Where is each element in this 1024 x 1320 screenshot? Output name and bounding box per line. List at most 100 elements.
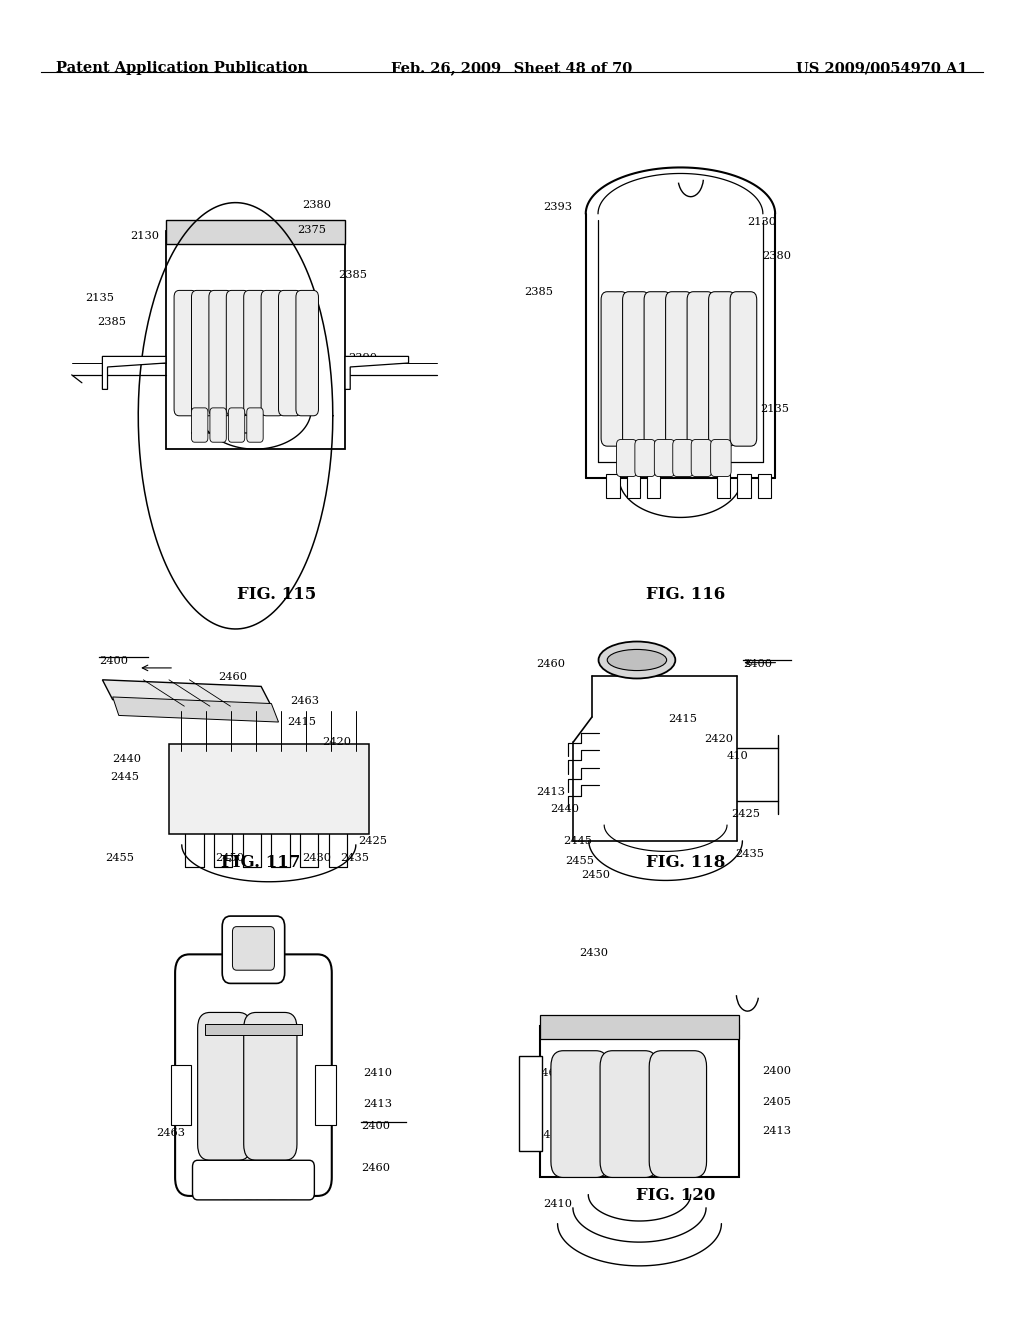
Bar: [717, 474, 730, 498]
FancyBboxPatch shape: [232, 927, 274, 970]
FancyBboxPatch shape: [191, 290, 214, 416]
Text: 2455: 2455: [105, 853, 134, 863]
FancyBboxPatch shape: [175, 954, 332, 1196]
FancyBboxPatch shape: [209, 290, 231, 416]
FancyBboxPatch shape: [222, 916, 285, 983]
Text: FIG. 120: FIG. 120: [636, 1187, 716, 1204]
Text: 2463: 2463: [537, 1130, 565, 1140]
Text: FIG. 116: FIG. 116: [646, 586, 726, 603]
FancyBboxPatch shape: [623, 292, 649, 446]
Text: 2420: 2420: [323, 737, 351, 747]
Text: Patent Application Publication: Patent Application Publication: [56, 61, 308, 75]
Text: 2445: 2445: [563, 836, 592, 846]
Text: 2385: 2385: [524, 286, 553, 297]
Text: 2425: 2425: [731, 809, 760, 820]
Polygon shape: [113, 697, 279, 722]
Polygon shape: [102, 680, 271, 706]
Text: 2413: 2413: [537, 787, 565, 797]
FancyBboxPatch shape: [247, 408, 263, 442]
Text: 2420: 2420: [705, 734, 733, 744]
Text: 2460: 2460: [535, 1068, 563, 1078]
Bar: [166, 220, 345, 244]
Text: 2450: 2450: [215, 853, 244, 863]
Text: 2413: 2413: [364, 1098, 392, 1109]
Text: 2460: 2460: [361, 1163, 390, 1173]
Bar: [315, 1065, 336, 1125]
Bar: [606, 474, 620, 498]
Text: 2410: 2410: [543, 1199, 571, 1209]
Bar: [540, 1015, 739, 1039]
FancyBboxPatch shape: [711, 440, 731, 477]
Text: 2385: 2385: [338, 269, 367, 280]
Text: 2385: 2385: [97, 317, 126, 327]
Text: 2400: 2400: [99, 656, 128, 667]
FancyBboxPatch shape: [691, 440, 712, 477]
Text: 2463: 2463: [290, 696, 318, 706]
Bar: [647, 474, 660, 498]
Text: 2130: 2130: [130, 231, 159, 242]
Bar: [169, 744, 369, 834]
FancyBboxPatch shape: [226, 290, 249, 416]
Text: FIG. 117: FIG. 117: [221, 854, 301, 871]
Text: 2435: 2435: [735, 849, 764, 859]
Bar: [171, 1065, 191, 1125]
Text: 2380: 2380: [302, 199, 331, 210]
Text: 2130: 2130: [748, 216, 776, 227]
Text: 2415: 2415: [287, 717, 315, 727]
FancyBboxPatch shape: [644, 292, 671, 446]
FancyBboxPatch shape: [601, 292, 628, 446]
Text: 2400: 2400: [762, 1065, 791, 1076]
Text: 2425: 2425: [358, 836, 387, 846]
Bar: [627, 474, 640, 498]
FancyBboxPatch shape: [198, 1012, 251, 1160]
Text: Feb. 26, 2009  Sheet 48 of 70: Feb. 26, 2009 Sheet 48 of 70: [391, 61, 633, 75]
Text: 2393: 2393: [543, 202, 571, 213]
Text: 2135: 2135: [760, 404, 788, 414]
Text: 2410: 2410: [364, 1068, 392, 1078]
FancyBboxPatch shape: [635, 440, 655, 477]
FancyBboxPatch shape: [279, 290, 301, 416]
Text: 2400: 2400: [743, 659, 772, 669]
Text: 2435: 2435: [340, 853, 369, 863]
FancyBboxPatch shape: [649, 1051, 707, 1177]
Text: 2390: 2390: [348, 352, 377, 363]
FancyBboxPatch shape: [244, 290, 266, 416]
FancyBboxPatch shape: [730, 292, 757, 446]
FancyBboxPatch shape: [296, 290, 318, 416]
Text: 2415: 2415: [669, 714, 697, 725]
Text: FIG. 119: FIG. 119: [221, 1187, 301, 1204]
FancyBboxPatch shape: [228, 408, 245, 442]
FancyBboxPatch shape: [616, 440, 637, 477]
Bar: [166, 231, 345, 449]
Text: 410: 410: [727, 751, 749, 762]
FancyBboxPatch shape: [261, 290, 284, 416]
FancyBboxPatch shape: [193, 1160, 314, 1200]
Ellipse shape: [598, 642, 676, 678]
Text: FIG. 118: FIG. 118: [646, 854, 726, 871]
Text: 2455: 2455: [565, 855, 594, 866]
Bar: [758, 474, 771, 498]
Text: 116: 116: [197, 404, 218, 414]
Text: 2400: 2400: [361, 1121, 390, 1131]
Text: 2375: 2375: [297, 224, 326, 235]
Text: 2460: 2460: [537, 659, 565, 669]
Bar: [519, 1056, 542, 1151]
FancyBboxPatch shape: [709, 292, 735, 446]
FancyBboxPatch shape: [191, 408, 208, 442]
Text: 2413: 2413: [762, 1126, 791, 1137]
Bar: [737, 474, 751, 498]
Text: 2445: 2445: [111, 772, 139, 783]
Text: 2463: 2463: [157, 1127, 185, 1138]
Text: 2460: 2460: [218, 672, 247, 682]
FancyBboxPatch shape: [687, 292, 714, 446]
Ellipse shape: [607, 649, 667, 671]
Text: 2430: 2430: [302, 853, 331, 863]
Text: US 2009/0054970 A1: US 2009/0054970 A1: [796, 61, 968, 75]
Text: 2440: 2440: [113, 754, 141, 764]
FancyBboxPatch shape: [210, 408, 226, 442]
Text: 2380: 2380: [762, 251, 791, 261]
Text: 2405: 2405: [602, 659, 631, 669]
Bar: [205, 1024, 302, 1035]
FancyBboxPatch shape: [244, 1012, 297, 1160]
Text: 2135: 2135: [85, 293, 114, 304]
